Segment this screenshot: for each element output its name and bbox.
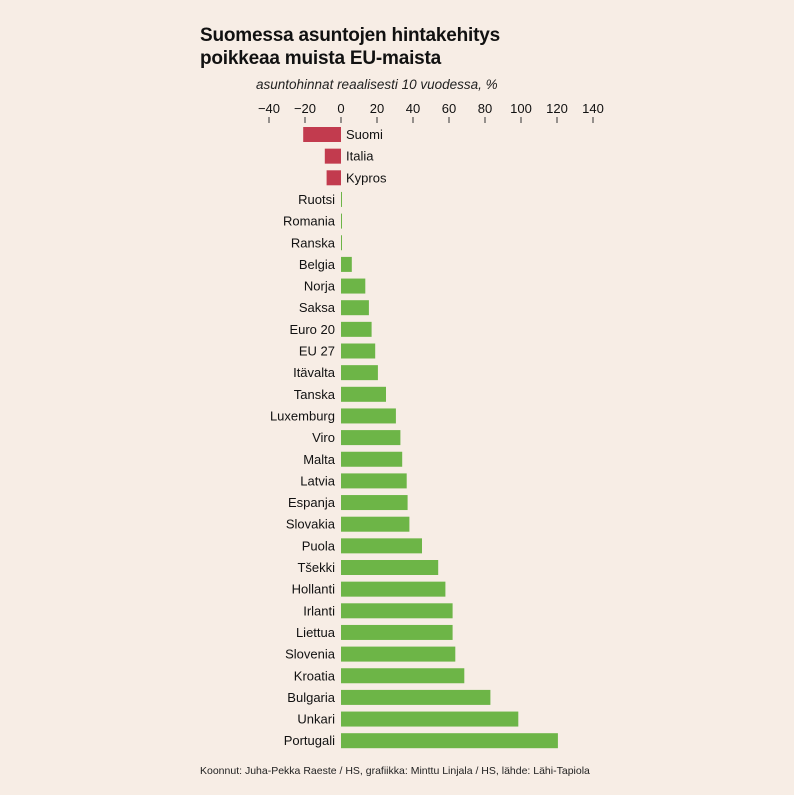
bar-euro 20	[341, 321, 372, 337]
bar-liettua	[341, 624, 453, 640]
chart-subtitle: asuntohinnat reaalisesti 10 vuodessa, %	[256, 77, 498, 92]
category-label: Kypros	[346, 170, 387, 185]
category-label: Norja	[304, 279, 336, 294]
bar-belgia	[341, 256, 352, 272]
category-label: Slovenia	[285, 647, 336, 662]
bar-romania	[341, 213, 342, 229]
category-label: Saksa	[299, 300, 336, 315]
bar-hollanti	[341, 581, 446, 597]
category-label: Belgia	[299, 257, 336, 272]
category-label: Hollanti	[292, 582, 335, 597]
category-label: Portugali	[284, 733, 335, 748]
bar-espanja	[341, 495, 408, 511]
bar-malta	[341, 451, 403, 467]
category-label: Suomi	[346, 127, 383, 142]
bar-ranska	[341, 235, 342, 251]
bar-viro	[341, 430, 401, 446]
x-tick-label: 40	[406, 101, 420, 116]
category-label: Romania	[283, 214, 336, 229]
bar-tanska	[341, 386, 386, 402]
category-label: Unkari	[297, 712, 335, 727]
bar-eu 27	[341, 343, 376, 359]
bar-kroatia	[341, 668, 465, 684]
category-label: Ranska	[291, 235, 336, 250]
chart-title: Suomessa asuntojen hintakehitys poikkeaa…	[200, 24, 560, 70]
bar-latvia	[341, 473, 407, 489]
chart-title-line-1: Suomessa asuntojen hintakehitys	[200, 25, 500, 46]
x-tick-label: 0	[337, 101, 344, 116]
category-label: EU 27	[299, 344, 335, 359]
x-tick-label: −20	[294, 101, 316, 116]
bar-irlanti	[341, 603, 453, 619]
category-label: Italia	[346, 149, 374, 164]
bar-portugali	[341, 733, 558, 749]
bar-slovenia	[341, 646, 456, 662]
bar-itävalta	[341, 365, 378, 381]
category-label: Puola	[302, 538, 336, 553]
bar-luxemburg	[341, 408, 396, 424]
bar-suomi	[303, 127, 341, 142]
category-label: Ruotsi	[298, 192, 335, 207]
x-tick-label: 60	[442, 101, 456, 116]
bar-puola	[341, 538, 422, 554]
category-label: Liettua	[296, 625, 336, 640]
bar-norja	[341, 278, 366, 294]
category-label: Bulgaria	[287, 690, 335, 705]
bar-tšekki	[341, 560, 439, 575]
category-label: Malta	[303, 452, 336, 467]
category-label: Kroatia	[294, 668, 336, 683]
bar-kypros	[326, 170, 341, 186]
bar-italia	[324, 148, 341, 164]
category-label: Latvia	[300, 473, 335, 488]
bar-bulgaria	[341, 689, 491, 705]
bar-ruotsi	[341, 191, 342, 207]
x-tick-label: −40	[258, 101, 280, 116]
category-label: Euro 20	[289, 322, 335, 337]
x-tick-label: 140	[582, 101, 604, 116]
x-tick-label: 80	[478, 101, 492, 116]
category-label: Tanska	[294, 387, 336, 402]
category-label: Viro	[312, 430, 335, 445]
chart-title-line-2: poikkeaa muista EU-maista	[200, 48, 442, 69]
bar-slovakia	[341, 516, 410, 532]
category-label: Itävalta	[293, 365, 336, 380]
category-label: Slovakia	[286, 517, 336, 532]
x-tick-label: 100	[510, 101, 532, 116]
category-label: Irlanti	[303, 603, 335, 618]
x-tick-label: 120	[546, 101, 568, 116]
x-tick-label: 20	[370, 101, 384, 116]
bar-unkari	[341, 711, 519, 727]
category-label: Tšekki	[297, 560, 335, 575]
category-label: Espanja	[288, 495, 336, 510]
footer-credits: Koonnut: Juha-Pekka Raeste / HS, grafiik…	[200, 765, 590, 777]
bar-saksa	[341, 300, 369, 316]
category-label: Luxemburg	[270, 408, 335, 423]
